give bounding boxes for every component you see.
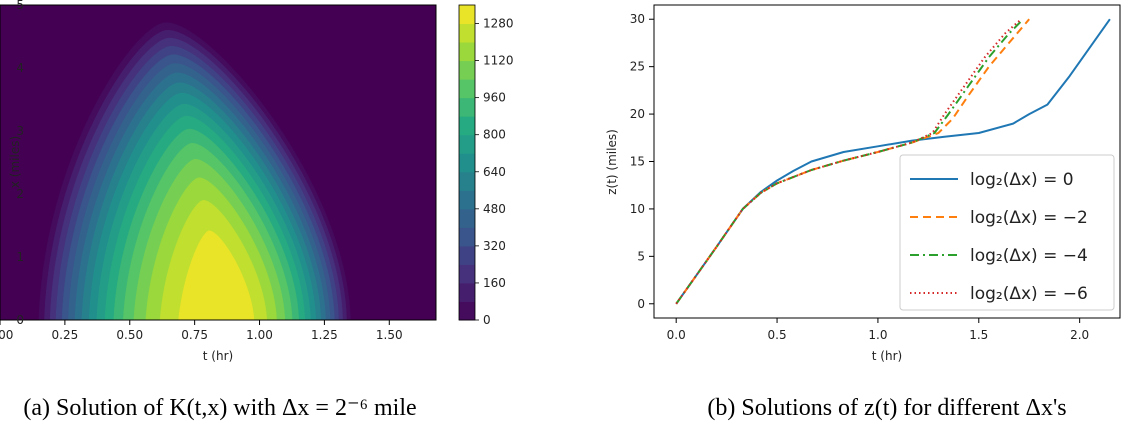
y-tick-label: 4: [16, 61, 24, 75]
colorbar-tick-label: 160: [483, 276, 506, 290]
y-tick-label: 1: [16, 250, 24, 264]
y-tick-label: 5: [637, 249, 645, 263]
x-tick-label: 1.0: [868, 328, 887, 342]
colorbar: [459, 5, 475, 321]
y-tick-label: 20: [630, 107, 645, 121]
x-tick-label: 1.5: [969, 328, 988, 342]
colorbar-segment: [459, 60, 475, 80]
x-tick-label: 0.00: [0, 328, 13, 342]
line-x-ticks: 0.0 0.5 1.0 1.5 2.0: [667, 318, 1089, 342]
line-y-ticks: 0 5 10 15 20 25 30: [630, 12, 654, 311]
y-tick-label: 15: [630, 155, 645, 169]
x-tick-label: 0.5: [768, 328, 787, 342]
colorbar-segment: [459, 79, 475, 99]
contour-plot-panel: 0.00 0.25 0.50 0.75 1.00 1.25 1.50 0 1 2 3 4 5 t (h…: [0, 0, 514, 421]
colorbar-tick-label: 1120: [483, 54, 514, 68]
legend-label: log₂(Δx) = −2: [970, 208, 1088, 228]
x-tick-label: 2.0: [1070, 328, 1089, 342]
contour-band: [178, 230, 255, 321]
x-tick-label: 1.50: [376, 328, 403, 342]
y-tick-label: 0: [637, 297, 645, 311]
colorbar-segment: [459, 23, 475, 43]
legend-label: log₂(Δx) = −4: [970, 246, 1088, 266]
colorbar-segment: [459, 227, 475, 247]
colorbar-segment: [459, 153, 475, 173]
series-line: [675, 18, 1022, 305]
y-tick-label: 30: [630, 12, 645, 26]
series-line: [675, 18, 1030, 305]
x-tick-label: 1.25: [311, 328, 338, 342]
colorbar-segment: [459, 134, 475, 154]
contour-plot-frame: [0, 4, 437, 321]
x-tick-label: 0.75: [181, 328, 208, 342]
y-tick-label: 3: [16, 124, 24, 138]
colorbar-tick-label: 800: [483, 128, 506, 142]
colorbar-tick-label: 320: [483, 239, 506, 253]
legend-box: [899, 154, 1115, 311]
colorbar-tick-label: 1280: [483, 17, 514, 31]
contour-x-axis-label: t (hr): [203, 349, 233, 363]
line-y-axis-label: z(t) (miles): [605, 129, 619, 195]
colorbar-tick-label: 480: [483, 202, 506, 216]
caption-a: (a) Solution of K(t,x) with Δx = 2⁻⁶ mil…: [23, 395, 416, 421]
x-tick-label: 0.50: [116, 328, 143, 342]
x-tick-label: 1.00: [246, 328, 273, 342]
contour-y-ticks: 0 1 2 3 4 5: [16, 0, 24, 327]
legend-label: log₂(Δx) = 0: [970, 170, 1074, 190]
series-line: [675, 18, 1024, 305]
line-x-axis-label: t (hr): [872, 349, 902, 363]
x-tick-label: 0.0: [667, 328, 686, 342]
colorbar-segment: [459, 301, 475, 321]
y-tick-label: 10: [630, 202, 645, 216]
colorbar-segment: [459, 42, 475, 62]
colorbar-segment: [459, 116, 475, 136]
line-plot-panel: 0.0 0.5 1.0 1.5 2.0 0 5 10 15 20 25 30 t (hr) z(t)…: [605, 4, 1121, 421]
colorbar-frame: [458, 4, 476, 321]
colorbar-tick-label: 960: [483, 91, 506, 105]
colorbar-segment: [459, 264, 475, 284]
colorbar-tick-label: 0: [483, 313, 491, 327]
y-tick-label: 2: [16, 187, 24, 201]
contour-y-axis-label: x (miles): [8, 136, 22, 188]
colorbar-segment: [459, 171, 475, 191]
line-series: [675, 18, 1111, 305]
legend: log₂(Δx) = 0 log₂(Δx) = −2 log₂(Δx) = −4 lo…: [899, 154, 1115, 311]
y-tick-label: 5: [16, 0, 24, 12]
colorbar-segment: [459, 208, 475, 228]
y-tick-label: 25: [630, 60, 645, 74]
contour-levels: [38, 22, 351, 321]
colorbar-segment: [459, 245, 475, 265]
colorbar-segment: [459, 5, 475, 25]
caption-b: (b) Solutions of z(t) for different Δx's: [707, 395, 1066, 421]
contour-x-ticks: 0.00 0.25 0.50 0.75 1.00 1.25 1.50: [0, 320, 403, 342]
colorbar-ticks: 0 160 320 480 640 800 960 1120 1280: [475, 17, 514, 327]
colorbar-segment: [459, 190, 475, 210]
x-tick-label: 0.25: [52, 328, 79, 342]
colorbar-segment: [459, 97, 475, 117]
colorbar-tick-label: 640: [483, 165, 506, 179]
y-tick-label: 0: [16, 313, 24, 327]
colorbar-segment: [459, 282, 475, 302]
legend-label: log₂(Δx) = −6: [970, 284, 1088, 304]
